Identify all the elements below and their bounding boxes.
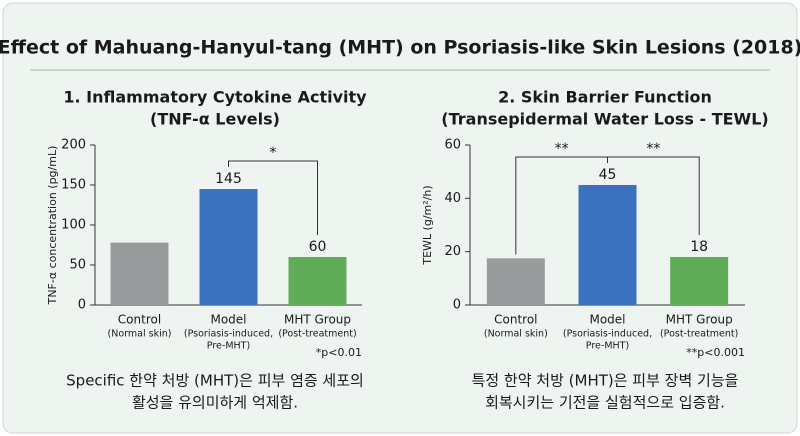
x-tick-label: Model (210, 313, 246, 327)
value-label: 45 (599, 167, 617, 183)
bar (578, 185, 637, 305)
bar (486, 258, 545, 305)
category-note: (Psoriasis-induced, (184, 329, 273, 340)
x-tick-label: Model (589, 313, 625, 327)
chart-title: (TNF-α Levels) (150, 110, 280, 129)
caption: 활성을 유의미하게 억제함. (132, 394, 298, 412)
bar (199, 189, 258, 305)
footnote: **p<0.001 (686, 346, 745, 359)
category-note: (Post-treatment) (660, 329, 738, 340)
x-tick-label: Control (118, 313, 161, 327)
category-note: (Post-treatment) (278, 329, 356, 340)
significance-bracket (228, 160, 318, 235)
y-tick-label: 40 (444, 191, 461, 206)
bar (670, 257, 729, 305)
page-title: Effect of Mahuang-Hanyul-tang (MHT) on P… (0, 37, 800, 59)
y-tick-label: 100 (61, 218, 86, 233)
y-axis-label: TEWL (g/m²/h) (421, 185, 434, 265)
value-label: 145 (215, 171, 242, 187)
y-axis-label: TNF-α concentration (pg/mL) (46, 146, 59, 306)
significance-label: ** (646, 141, 660, 157)
bar (288, 257, 347, 305)
category-note: Pre-MHT) (207, 341, 250, 352)
footnote: *p<0.01 (316, 346, 362, 359)
x-tick-label: Control (494, 313, 537, 327)
value-label: 60 (309, 239, 327, 255)
bar (110, 242, 169, 305)
chart-title: (Transepidermal Water Loss - TEWL) (441, 110, 768, 129)
x-tick-label: MHT Group (284, 313, 351, 327)
y-tick-label: 150 (61, 178, 86, 193)
y-tick-label: 60 (444, 138, 461, 153)
category-note: (Psoriasis-induced, (563, 329, 652, 340)
caption: 특정 한약 처방 (MHT)은 피부 장벽 기능을 (472, 372, 739, 390)
y-tick-label: 200 (61, 138, 86, 153)
y-tick-label: 0 (78, 298, 86, 313)
x-tick-label: MHT Group (666, 313, 733, 327)
caption: Specific 한약 처방 (MHT)은 피부 염증 세포의 (66, 372, 364, 390)
chart-title: 1. Inflammatory Cytokine Activity (63, 88, 367, 107)
significance-label: ** (555, 141, 569, 157)
value-label: 18 (690, 239, 708, 255)
category-note: (Normal skin) (108, 329, 172, 340)
caption: 회복시키는 기전을 실험적으로 입증함. (485, 394, 725, 412)
chart-title: 2. Skin Barrier Function (498, 88, 712, 107)
y-tick-label: 0 (453, 298, 461, 313)
significance-bracket (607, 156, 700, 235)
y-tick-label: 20 (444, 244, 461, 259)
significance-label: * (270, 145, 277, 161)
category-note: (Normal skin) (484, 329, 548, 340)
category-note: Pre-MHT) (586, 341, 629, 352)
y-tick-label: 50 (69, 258, 86, 273)
